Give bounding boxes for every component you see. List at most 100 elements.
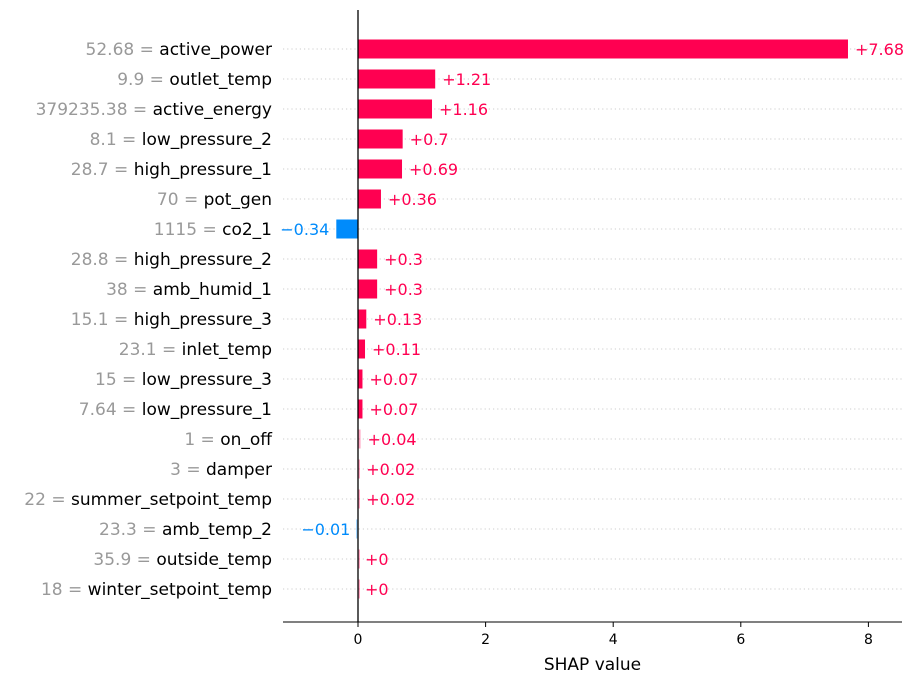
bar-outside_temp [358,549,360,569]
data-label: +7.68 [855,40,904,59]
feature-label: 3 = damper [170,460,272,480]
equals-sign: = [117,400,142,420]
bar-low_pressure_3 [358,369,363,389]
feature-value: 15.1 [71,310,109,330]
equals-sign: = [117,130,142,150]
x-tick-label: 6 [736,632,745,648]
x-axis-label: SHAP value [544,655,641,675]
data-label: +0.07 [369,370,418,389]
feature-label: 70 = pot_gen [157,190,272,210]
bar-high_pressure_2 [358,249,378,269]
feature-label: 22 = summer_setpoint_temp [24,490,272,510]
x-tick-label: 4 [609,632,618,648]
data-label: +0.7 [410,130,449,149]
feature-name: co2_1 [222,220,272,240]
bar-low_pressure_1 [358,399,363,419]
feature-name: on_off [220,430,273,450]
feature-labels: 52.68 = active_power 9.9 = outlet_temp 379… [24,40,273,600]
feature-name: amb_temp_2 [162,520,272,540]
feature-name: low_pressure_3 [142,370,272,390]
feature-label: 18 = winter_setpoint_temp [41,580,272,600]
equals-sign: = [134,40,159,60]
feature-name: high_pressure_2 [134,250,272,270]
feature-value: 1 [184,430,195,450]
feature-value: 23.3 [99,520,137,540]
equals-sign: = [46,490,71,510]
bar-damper [358,459,360,479]
bar-outlet_temp [358,69,436,89]
feature-label: 9.9 = outlet_temp [117,70,272,90]
feature-label: 8.1 = low_pressure_2 [90,130,272,150]
feature-label: 23.1 = inlet_temp [119,340,272,360]
feature-value: 38 [106,280,128,300]
data-label: +0 [365,580,389,599]
equals-sign: = [109,310,134,330]
equals-sign: = [137,520,162,540]
x-tick-label: 8 [864,632,873,648]
data-label: +0.04 [368,430,417,449]
feature-label: 35.9 = outside_temp [93,550,272,570]
feature-name: outlet_temp [169,70,272,90]
feature-label: 379235.38 = active_energy [36,100,272,120]
data-label: +1.21 [442,70,491,89]
value-labels: +7.68 +1.21 +1.16 +0.7 +0.69 +0.36 −0.34 +0.3 +0… [280,40,904,599]
feature-value: 1115 [154,220,197,240]
equals-sign: = [63,580,88,600]
feature-name: damper [206,460,272,480]
feature-value: 8.1 [90,130,117,150]
data-label: −0.01 [301,520,350,539]
bar-active_power [358,39,848,59]
equals-sign: = [109,160,134,180]
bar-amb_temp_2 [356,519,358,539]
feature-value: 52.68 [86,40,135,60]
equals-sign: = [157,340,182,360]
x-tick-label: 0 [354,632,363,648]
equals-sign: = [195,430,220,450]
data-label: +0.11 [372,340,421,359]
equals-sign: = [109,250,134,270]
equals-sign: = [131,550,156,570]
feature-label: 1 = on_off [184,430,273,450]
bar-inlet_temp [358,339,366,359]
feature-label: 7.64 = low_pressure_1 [79,400,272,420]
feature-label: 1115 = co2_1 [154,220,272,240]
feature-value: 18 [41,580,63,600]
feature-value: 35.9 [93,550,131,570]
feature-name: low_pressure_1 [142,400,272,420]
bar-on_off [358,429,361,449]
feature-name: summer_setpoint_temp [71,490,272,510]
feature-value: 23.1 [119,340,157,360]
bars-layer [336,39,848,599]
feature-value: 9.9 [117,70,144,90]
feature-label: 23.3 = amb_temp_2 [99,520,272,540]
equals-sign: = [128,100,153,120]
data-label: +0 [365,550,389,569]
data-label: +0.69 [409,160,458,179]
feature-label: 52.68 = active_power [86,40,272,60]
feature-label: 28.7 = high_pressure_1 [71,160,272,180]
equals-sign: = [179,190,204,210]
feature-name: outside_temp [156,550,272,570]
data-label: +0.02 [366,490,415,509]
data-label: +0.07 [369,400,418,419]
bar-amb_humid_1 [358,279,378,299]
feature-name: active_energy [153,100,272,120]
feature-name: low_pressure_2 [142,130,272,150]
data-label: +0.3 [384,250,423,269]
equals-sign: = [117,370,142,390]
feature-label: 28.8 = high_pressure_2 [71,250,272,270]
feature-value: 22 [24,490,46,510]
bar-co2_1 [336,219,358,239]
bar-summer_setpoint_temp [358,489,360,509]
data-label: +0.3 [384,280,423,299]
equals-sign: = [181,460,206,480]
feature-label: 15 = low_pressure_3 [95,370,272,390]
feature-name: high_pressure_1 [134,160,272,180]
feature-name: inlet_temp [182,340,272,360]
feature-value: 28.8 [71,250,109,270]
feature-value: 7.64 [79,400,117,420]
feature-name: pot_gen [204,190,272,210]
feature-value: 379235.38 [36,100,128,120]
x-axis: 0 2 4 6 8 [283,621,902,648]
